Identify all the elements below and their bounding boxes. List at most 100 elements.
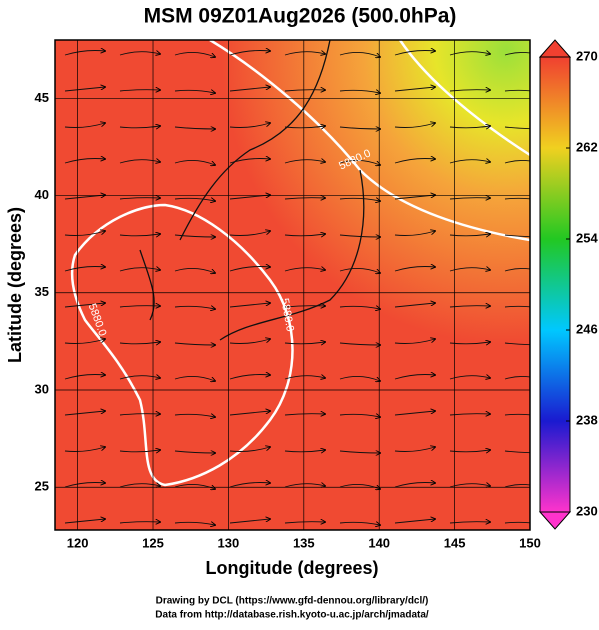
streamline <box>64 267 105 272</box>
streamline <box>339 160 380 165</box>
streamline <box>449 160 490 163</box>
streamline <box>64 447 105 452</box>
streamline <box>394 375 435 380</box>
streamline <box>64 375 105 380</box>
streamline <box>284 414 325 415</box>
streamline <box>449 522 490 523</box>
colorbar-tick-label: 238 <box>576 412 598 427</box>
streamline <box>229 231 270 236</box>
streamline <box>504 521 530 524</box>
streamline <box>284 522 325 523</box>
streamline <box>284 342 325 344</box>
streamline <box>394 51 435 56</box>
y-tick-label: 30 <box>35 381 49 396</box>
streamline <box>229 483 270 488</box>
streamline <box>449 376 490 379</box>
colorbar-tick-label: 254 <box>576 230 598 245</box>
streamline <box>339 127 380 129</box>
streamline <box>119 90 160 91</box>
streamline <box>284 376 325 379</box>
streamline <box>339 484 380 489</box>
streamline <box>394 123 435 128</box>
streamline <box>449 342 490 344</box>
contour-line <box>209 40 530 242</box>
streamline <box>449 450 490 452</box>
streamline <box>504 484 530 488</box>
streamline <box>119 126 160 128</box>
colorbar <box>539 56 571 513</box>
y-tick-label: 25 <box>35 479 49 494</box>
streamline <box>449 306 490 307</box>
streamline <box>174 127 215 129</box>
streamline <box>174 522 215 525</box>
colorbar-cap <box>538 511 572 530</box>
streamline <box>119 306 160 307</box>
streamline <box>504 376 530 380</box>
streamline <box>394 519 435 524</box>
streamline <box>284 306 325 307</box>
streamline <box>64 159 105 164</box>
streamline <box>284 234 325 236</box>
streamline <box>119 234 160 236</box>
streamline <box>119 484 160 487</box>
field <box>55 40 530 530</box>
streamline <box>504 197 530 200</box>
streamline <box>229 51 270 56</box>
streamline <box>504 234 530 238</box>
colorbar-cap <box>538 39 572 58</box>
footer-line: Data from http://database.rish.kyoto-u.a… <box>155 610 429 621</box>
streamline <box>284 160 325 163</box>
streamline <box>229 447 270 452</box>
streamline <box>339 198 380 201</box>
contour-line <box>398 40 530 157</box>
streamline <box>119 52 160 55</box>
streamline <box>504 52 530 56</box>
streamline <box>339 376 380 381</box>
colorbar-tick-label: 270 <box>576 48 598 63</box>
streamline <box>449 484 490 487</box>
streamline <box>64 231 105 236</box>
streamline <box>174 90 215 93</box>
x-tick-label: 120 <box>67 535 89 550</box>
colorbar-tick-label: 230 <box>576 503 598 518</box>
streamline <box>504 126 530 130</box>
streamline <box>449 198 490 199</box>
streamline <box>284 90 325 91</box>
streamline <box>174 268 215 273</box>
streamline <box>64 519 105 524</box>
streamline <box>339 414 380 417</box>
streamline <box>174 451 215 453</box>
streamline <box>174 376 215 381</box>
streamline <box>449 414 490 415</box>
streamline <box>64 303 105 308</box>
streamline <box>64 339 105 344</box>
streamline <box>229 159 270 164</box>
streamline <box>504 89 530 92</box>
streamline <box>119 342 160 344</box>
streamline <box>449 90 490 91</box>
x-tick-label: 150 <box>519 535 541 550</box>
streamline <box>394 447 435 452</box>
streamline <box>229 411 270 416</box>
streamline <box>64 87 105 92</box>
x-axis-label: Longitude (degrees) <box>205 558 378 578</box>
x-tick-label: 135 <box>293 535 315 550</box>
streamline <box>394 411 435 416</box>
streamline <box>229 267 270 272</box>
streamline <box>284 484 325 487</box>
streamline <box>449 234 490 236</box>
streamline <box>229 519 270 524</box>
streamline <box>229 123 270 128</box>
streamline <box>229 303 270 308</box>
y-axis-label: Latitude (degrees) <box>5 207 25 363</box>
streamline <box>64 483 105 488</box>
streamline <box>284 52 325 55</box>
streamline <box>229 87 270 92</box>
streamline <box>449 268 490 271</box>
streamline <box>339 235 380 237</box>
streamline <box>119 376 160 379</box>
contour-label: 5880.0 <box>278 297 296 332</box>
streamline <box>504 305 530 308</box>
streamline <box>449 126 490 128</box>
